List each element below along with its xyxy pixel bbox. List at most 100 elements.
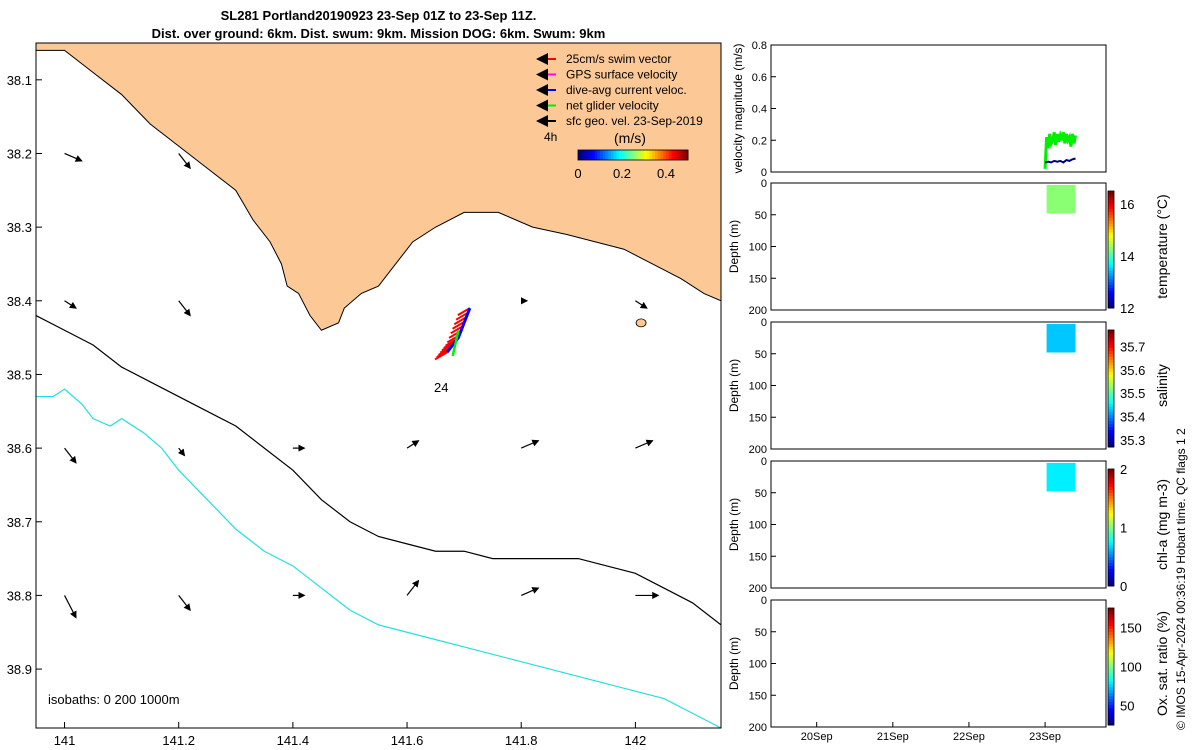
panel-colorbar-seg [1108,385,1114,389]
panel-colorbar-seg [1108,574,1114,578]
panel-colorbar-seg [1108,583,1114,587]
panel-colorbar-seg [1108,296,1114,300]
map-colorbar-seg [600,150,604,160]
panel-colorbar-seg [1108,193,1114,198]
panel-ytick-label: 200 [749,444,767,456]
panel-colorbar-seg [1108,226,1114,230]
panel-colorbar-tick: 14 [1120,249,1134,264]
panel-colorbar-seg [1108,565,1114,569]
panel-ytick-label: 200 [749,583,767,595]
panel-colorbar-seg [1108,281,1114,286]
panel-ytick-label: 50 [755,627,767,639]
panel-colorbar-seg [1108,347,1114,351]
panel-colorbar-tick: 16 [1120,197,1134,212]
panel-colorbar-seg [1108,707,1114,711]
panel-colorbar-seg [1108,293,1114,297]
map-xtick-label: 141.2 [162,733,195,748]
legend-entry: 25cm/s swim vector [566,52,671,66]
geo-velocity-vector [520,587,540,596]
net-glider-velocity [451,329,460,357]
panel-colorbar-seg [1108,619,1114,624]
geo-velocity-vector [635,300,648,309]
panel-colorbar-frame [1107,607,1115,726]
panel-colorbar-seg [1108,438,1114,442]
legend-entry: dive-avg current veloc. [566,83,687,97]
map-colorbar-seg [589,150,593,160]
panel-colorbar-seg [1108,411,1114,416]
panel-colorbar-tick: 35.6 [1120,363,1145,378]
panel-colorbar-seg [1108,608,1114,612]
panel-colorbar-tick: 100 [1120,660,1142,675]
geo-velocity-vector [64,152,83,162]
island [635,318,647,328]
panel-colorbar-seg [1108,628,1114,632]
panel-colorbar-tick: 35.3 [1120,433,1145,448]
panel-ylabel: Depth (m) [727,637,741,690]
panel-colorbar-frame [1107,190,1115,309]
figure-title-line2: Dist. over ground: 6km. Dist. swum: 9km.… [151,26,606,41]
land-area [36,43,721,331]
map-colorbar-seg [622,150,626,160]
map-colorbar-seg [655,150,659,160]
panel-colorbar-seg [1108,622,1114,627]
panel-colorbar-seg [1108,205,1114,210]
panel-colorbar-seg [1108,648,1114,653]
panel-ytick-label: 0 [761,317,767,329]
panel-ytick-label: 200 [749,722,767,734]
panel-colorbar-seg [1108,486,1114,490]
panel-colorbar-tick: 1 [1120,521,1127,536]
panel-colorbar-seg [1108,643,1114,647]
panel-colorbar-seg [1108,507,1114,511]
map-colorbar-seg [674,150,678,160]
panel-colorbar-seg [1108,545,1114,549]
panel-colorbar-seg [1108,495,1114,499]
panel-colorbar-seg [1108,272,1114,277]
panel-colorbar-seg [1108,654,1114,659]
profile-data [1046,323,1076,353]
panel-colorbar-seg [1108,373,1114,378]
swim-vector [434,351,448,361]
salinity-panel: 0 50 100 150 200 Depth (m) 35.3 35.4 35.5 35.6 35.… [727,317,1170,456]
map-colorbar-seg [668,150,672,160]
panel-colorbar-seg [1108,556,1114,561]
panel-colorbar-seg [1108,359,1114,363]
map-colorbar-seg [677,150,681,160]
panel-colorbar-seg [1108,646,1114,650]
panel-ytick-label: 150 [749,690,767,702]
map-colorbar-seg [646,150,650,160]
profile-data [1046,462,1076,492]
panel-colorbar-seg [1108,474,1114,479]
panel-colorbar-seg [1108,338,1114,343]
map-colorbar-seg [685,150,689,160]
velocity-series [1044,157,1076,164]
panel-colorbar-seg [1108,637,1114,641]
panel-colorbar-seg [1108,240,1114,245]
panel-colorbar-seg [1108,477,1114,482]
map-colorbar-seg [635,150,639,160]
panel-colorbar-seg [1108,710,1114,714]
panel-colorbar-seg [1108,400,1114,404]
panel-colorbar-seg [1108,571,1114,575]
panel-colorbar-seg [1108,356,1114,360]
panel-colorbar-tick: 35.7 [1120,339,1145,354]
panel-colorbar-seg [1108,341,1114,346]
time-xtick-label: 22Sep [953,731,985,743]
map-colorbar-seg [591,150,595,160]
panel-ytick-label: 50 [755,349,767,361]
panel-colorbar-seg [1108,469,1114,473]
panel-colorbar-seg [1108,344,1114,349]
panel-colorbar-seg [1108,625,1114,629]
panel-colorbar-seg [1108,501,1114,505]
map-ytick-label: 38.1 [7,73,32,88]
panel-colorbar-seg [1108,616,1114,621]
profile-data [1046,184,1076,214]
panel-colorbar-seg [1108,394,1114,398]
panel-colorbar-frame [1107,468,1115,587]
time-xtick-label: 21Sep [877,731,909,743]
legend-entry: sfc geo. vel. 23-Sep-2019 [566,114,703,128]
panel-colorbar-seg [1108,701,1114,706]
panel-colorbar-seg [1108,261,1114,265]
panel-colorbar-seg [1108,492,1114,496]
chla-panel: 0 50 100 150 200 Depth (m) 0 1 2 chl-a (mg m-3) [727,456,1170,595]
map-colorbar-seg [663,150,667,160]
